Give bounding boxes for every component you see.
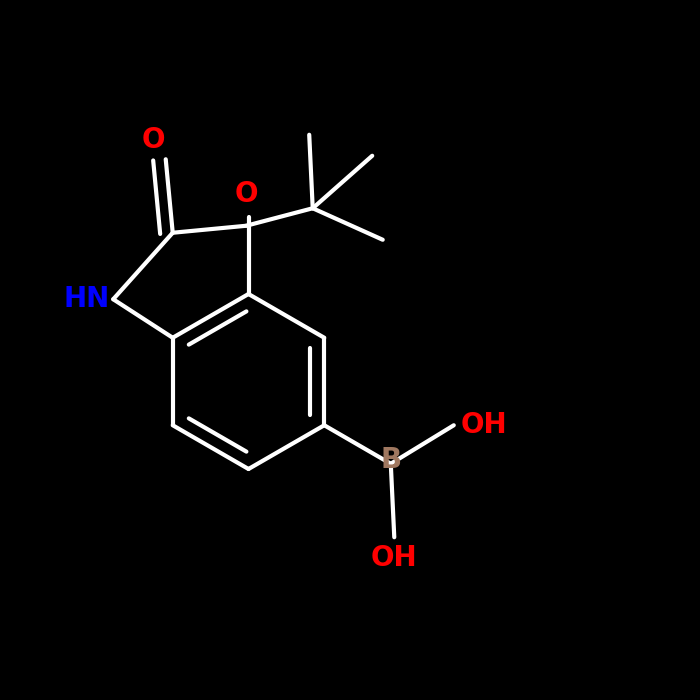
Text: O: O: [234, 180, 258, 209]
Text: OH: OH: [461, 412, 508, 440]
Text: B: B: [380, 447, 401, 475]
Text: O: O: [141, 126, 165, 153]
Text: OH: OH: [371, 545, 418, 573]
Text: HN: HN: [64, 286, 110, 314]
